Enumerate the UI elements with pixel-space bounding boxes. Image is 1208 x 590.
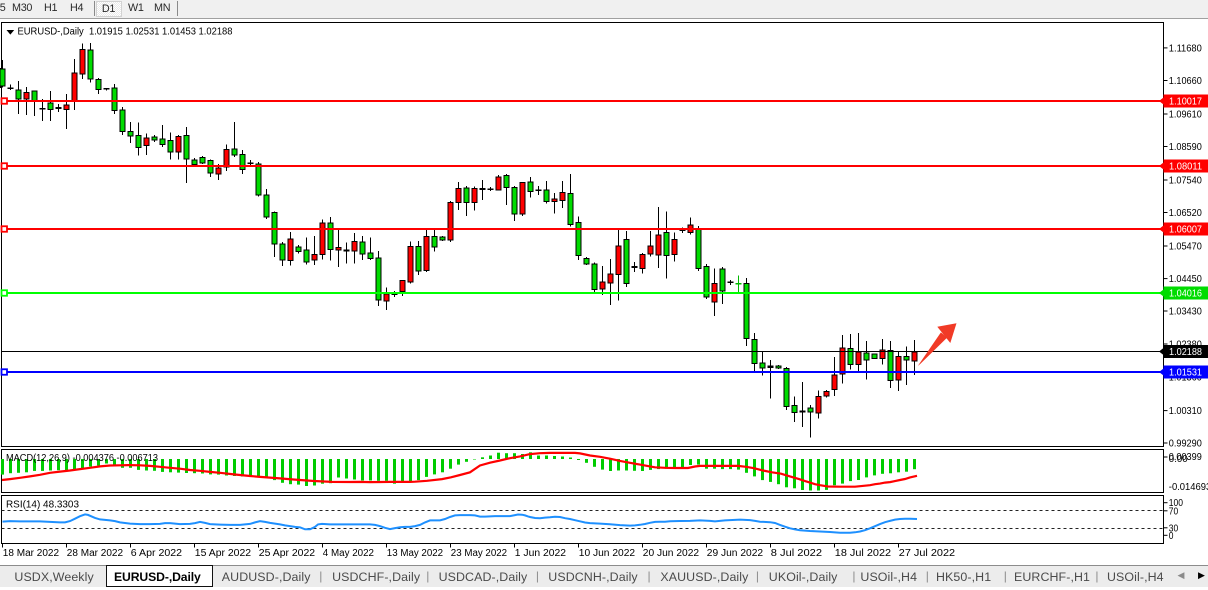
svg-text:1.00310: 1.00310 — [1169, 406, 1202, 417]
svg-text:1.07540: 1.07540 — [1169, 176, 1202, 187]
svg-text:1.01531: 1.01531 — [1169, 368, 1202, 379]
svg-text:RSI(14) 48.3303: RSI(14) 48.3303 — [6, 500, 80, 511]
svg-text:0.99290: 0.99290 — [1169, 439, 1202, 450]
svg-text:6 Apr 2022: 6 Apr 2022 — [131, 548, 183, 559]
svg-text:13 May 2022: 13 May 2022 — [387, 548, 444, 559]
svg-text:1.06520: 1.06520 — [1169, 208, 1202, 219]
svg-text:18 Jul 2022: 18 Jul 2022 — [835, 548, 892, 559]
svg-text:15 Apr 2022: 15 Apr 2022 — [195, 548, 252, 559]
svg-text:1.06007: 1.06007 — [1169, 225, 1202, 236]
svg-text:25 Apr 2022: 25 Apr 2022 — [259, 548, 316, 559]
svg-text:1.10660: 1.10660 — [1169, 76, 1202, 87]
svg-text:MACD(12,26,9) -0.004376 -0.006: MACD(12,26,9) -0.004376 -0.006713 — [6, 453, 159, 464]
svg-text:1.09610: 1.09610 — [1169, 110, 1202, 121]
svg-text:1.04450: 1.04450 — [1169, 274, 1202, 285]
svg-text:-0.014693: -0.014693 — [1169, 482, 1208, 493]
svg-text:1.10017: 1.10017 — [1169, 97, 1202, 108]
svg-text:1.03430: 1.03430 — [1169, 307, 1202, 318]
svg-text:1.02188: 1.02188 — [1169, 347, 1202, 358]
svg-text:100: 100 — [1169, 498, 1184, 509]
svg-text:29 Jun 2022: 29 Jun 2022 — [707, 548, 764, 559]
svg-text:18 Mar 2022: 18 Mar 2022 — [3, 548, 60, 559]
svg-text:8 Jul 2022: 8 Jul 2022 — [771, 548, 823, 559]
svg-text:4 May 2022: 4 May 2022 — [323, 548, 375, 559]
svg-text:1.11680: 1.11680 — [1169, 43, 1202, 54]
svg-text:0.00: 0.00 — [1169, 454, 1188, 465]
svg-text:23 May 2022: 23 May 2022 — [451, 548, 508, 559]
svg-text:30: 30 — [1169, 523, 1179, 534]
svg-text:1.08590: 1.08590 — [1169, 142, 1202, 153]
svg-text:1.08011: 1.08011 — [1169, 162, 1202, 173]
svg-text:EURUSD-,Daily 1.01915 1.02531: EURUSD-,Daily 1.01915 1.02531 1.01453 1.… — [18, 27, 233, 38]
svg-text:1.05470: 1.05470 — [1169, 242, 1202, 253]
svg-text:10 Jun 2022: 10 Jun 2022 — [579, 548, 636, 559]
svg-text:1 Jun 2022: 1 Jun 2022 — [515, 548, 567, 559]
svg-text:70: 70 — [1169, 506, 1179, 517]
svg-text:0: 0 — [1169, 531, 1174, 542]
svg-text:28 Mar 2022: 28 Mar 2022 — [67, 548, 124, 559]
svg-text:20 Jun 2022: 20 Jun 2022 — [643, 548, 700, 559]
svg-text:1.04016: 1.04016 — [1169, 289, 1202, 300]
svg-text:0.00399: 0.00399 — [1169, 452, 1202, 463]
svg-text:27 Jul 2022: 27 Jul 2022 — [899, 548, 956, 559]
